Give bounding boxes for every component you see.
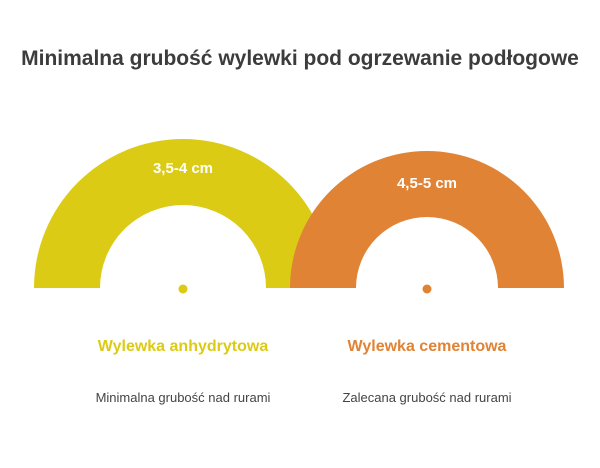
page-title: Minimalna grubość wylewki pod ogrzewanie… <box>21 47 579 70</box>
arc-label-cement: 4,5-5 cm <box>396 175 458 192</box>
item-desc-anhydrite: Minimalna grubość nad rurami <box>95 390 271 405</box>
item-title-anhydrite: Wylewka anhydrytowa <box>97 338 269 355</box>
center-dot-cement <box>422 284 432 294</box>
arc-cement <box>290 151 564 288</box>
item-desc-cement: Zalecana grubość nad rurami <box>342 390 512 405</box>
center-dot-anhydrite <box>178 284 188 294</box>
arc-anhydrite <box>34 139 332 288</box>
item-title-cement: Wylewka cementowa <box>347 338 507 355</box>
arc-label-anhydrite: 3,5-4 cm <box>152 160 214 177</box>
